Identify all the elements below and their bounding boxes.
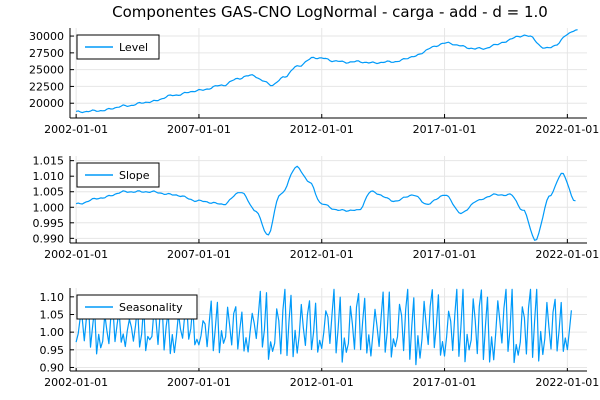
y-tick-label: 1.005: [33, 186, 65, 199]
x-tick-label: 2022-01-01: [535, 376, 599, 389]
level-panel: 2002-01-01 2007-01-01 2012-01-01 2017-01-01…: [29, 28, 599, 136]
x-tick-label: 2002-01-01: [44, 248, 108, 261]
y-tick-label: 0.990: [33, 232, 65, 245]
y-tick-label: 0.90: [40, 361, 65, 374]
y-tick-label: 1.05: [40, 308, 65, 321]
series-line-level: [75, 29, 578, 114]
y-tick-label: 22500: [29, 80, 64, 93]
x-tick-label: 2002-01-01: [44, 123, 108, 136]
x-tick-label: 2007-01-01: [167, 376, 231, 389]
x-tick-label: 2012-01-01: [290, 248, 354, 261]
x-tick-label: 2017-01-01: [413, 123, 477, 136]
x-tick-label: 2022-01-01: [535, 248, 599, 261]
chart-title: Componentes GAS-CNO LogNormal - carga - …: [112, 3, 548, 21]
legend-label: Seasonality: [119, 301, 183, 314]
y-tick-label: 1.00: [40, 326, 65, 339]
x-tick-label: 2007-01-01: [167, 123, 231, 136]
y-tick-label: 20000: [29, 97, 64, 110]
y-tick-label: 1.010: [33, 170, 65, 183]
series-line-seasonality: [75, 288, 572, 366]
x-tick-label: 2007-01-01: [167, 248, 231, 261]
x-tick-label: 2012-01-01: [290, 123, 354, 136]
x-tick-label: 2002-01-01: [44, 376, 108, 389]
legend-label: Level: [119, 41, 148, 54]
y-tick-label: 0.95: [40, 344, 65, 357]
x-tick-label: 2012-01-01: [290, 376, 354, 389]
series-line-slope: [75, 165, 576, 241]
slope-panel: 2002-01-01 2007-01-01 2012-01-01 2017-01-01…: [33, 155, 600, 261]
x-tick-label: 2022-01-01: [535, 123, 599, 136]
y-tick-label: 1.015: [33, 155, 65, 168]
y-tick-label: 25000: [29, 64, 64, 77]
y-tick-label: 30000: [29, 30, 64, 43]
y-tick-label: 1.000: [33, 201, 65, 214]
y-tick-label: 0.995: [33, 217, 65, 230]
seasonality-panel: 2002-01-01 2007-01-01 2012-01-01 2017-01-01…: [40, 288, 599, 389]
y-tick-label: 1.10: [40, 291, 65, 304]
x-tick-label: 2017-01-01: [413, 248, 477, 261]
legend-label: Slope: [119, 169, 150, 182]
x-tick-label: 2017-01-01: [413, 376, 477, 389]
y-tick-label: 27500: [29, 47, 64, 60]
